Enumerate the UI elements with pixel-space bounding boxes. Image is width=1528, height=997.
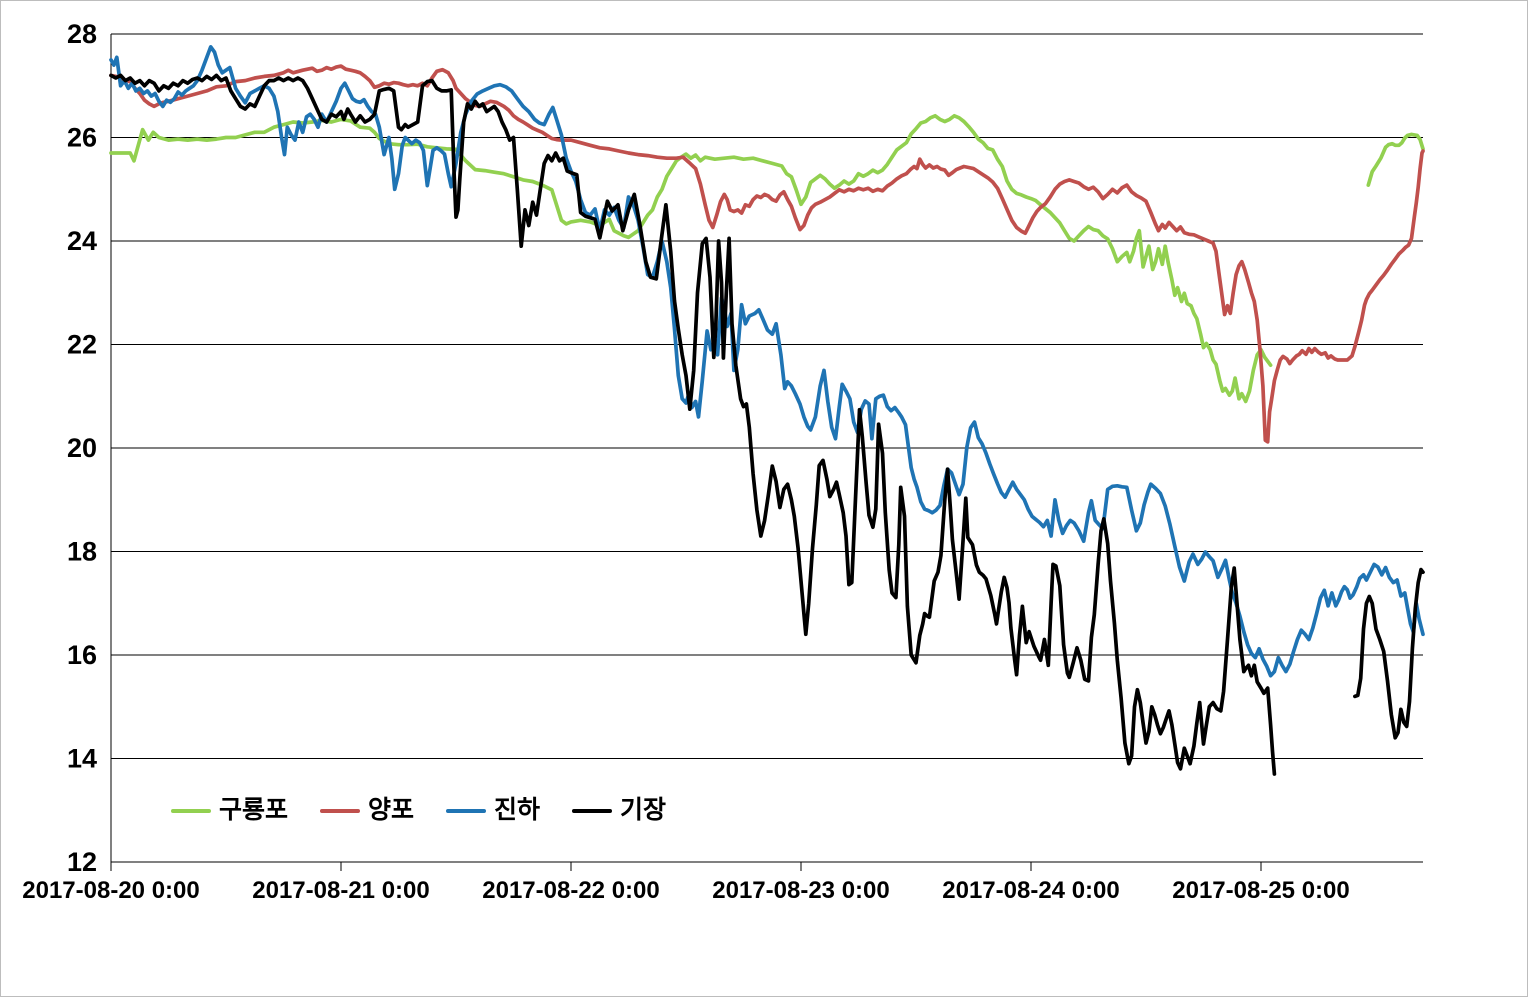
series-line-3 xyxy=(109,73,1425,776)
y-tick-label: 28 xyxy=(67,19,97,49)
y-tick-label: 20 xyxy=(67,433,97,463)
legend-item-guryongpo: 구룡포 xyxy=(171,798,288,823)
legend-swatch-yangpo xyxy=(320,808,361,813)
legend-swatch-gijang xyxy=(572,808,613,813)
x-tick-label: 2017-08-20 0:00 xyxy=(22,877,199,904)
y-tick-label: 24 xyxy=(67,226,97,256)
y-tick-label: 12 xyxy=(67,847,97,877)
legend-item-jinha: 진하 xyxy=(446,798,540,823)
y-tick-label: 14 xyxy=(67,744,97,774)
series-line-1 xyxy=(109,64,1425,444)
series-line-2 xyxy=(109,45,1425,678)
x-tick-label: 2017-08-21 0:00 xyxy=(252,877,429,904)
y-tick-label: 18 xyxy=(67,537,97,567)
y-tick-label: 16 xyxy=(67,640,97,670)
legend-label-yangpo: 양포 xyxy=(368,796,415,824)
legend-label-guryongpo: 구룡포 xyxy=(219,796,289,824)
legend-item-yangpo: 양포 xyxy=(320,798,414,823)
legend-label-gijang: 기장 xyxy=(620,796,667,824)
x-tick-label: 2017-08-23 0:00 xyxy=(712,877,889,904)
x-tick-label: 2017-08-24 0:00 xyxy=(942,877,1119,904)
legend-swatch-jinha xyxy=(446,808,487,813)
y-tick-label: 22 xyxy=(67,330,97,360)
x-tick-label: 2017-08-22 0:00 xyxy=(482,877,659,904)
legend-swatch-guryongpo xyxy=(171,808,211,813)
x-tick-label: 2017-08-25 0:00 xyxy=(1172,877,1349,904)
series-line-0 xyxy=(109,113,1425,404)
legend: 구룡포 양포 진하 기장 xyxy=(171,798,698,823)
legend-label-jinha: 진하 xyxy=(494,796,541,824)
legend-item-gijang: 기장 xyxy=(572,798,666,823)
y-tick-label: 26 xyxy=(67,123,97,153)
